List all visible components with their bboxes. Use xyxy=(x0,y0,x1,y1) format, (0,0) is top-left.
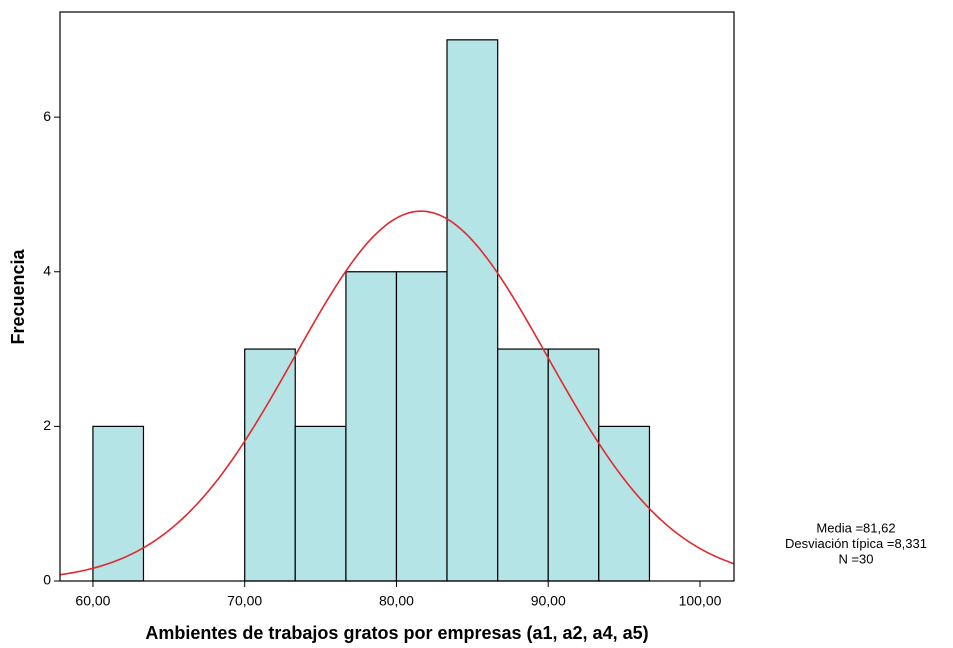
bar xyxy=(345,271,398,582)
plot-frame xyxy=(59,11,735,582)
bar xyxy=(294,425,347,582)
y-tick-label: 4 xyxy=(43,262,51,278)
x-tick-label: 100,00 xyxy=(679,593,722,609)
y-tick-label: 6 xyxy=(43,108,51,124)
bar xyxy=(446,39,499,582)
bar xyxy=(244,348,296,582)
normal-curve xyxy=(59,210,735,576)
bar xyxy=(547,348,600,582)
stats-label: Media =81,62 xyxy=(816,520,895,535)
y-tick-label: 0 xyxy=(43,572,51,588)
bar xyxy=(598,425,651,582)
x-tick-label: 90,00 xyxy=(531,593,566,609)
x-axis-title: Ambientes de trabajos gratos por empresa… xyxy=(145,623,648,643)
bar xyxy=(497,348,549,582)
stats-label: N =30 xyxy=(838,551,873,566)
y-tick-label: 2 xyxy=(43,417,51,433)
stats-label: Desviación típica =8,331 xyxy=(785,536,927,551)
bar xyxy=(92,425,145,582)
bar xyxy=(395,271,448,582)
x-tick-label: 70,00 xyxy=(227,593,262,609)
y-axis-title: Frecuencia xyxy=(8,248,28,344)
x-tick-label: 60,00 xyxy=(75,593,110,609)
x-tick-label: 80,00 xyxy=(379,593,414,609)
